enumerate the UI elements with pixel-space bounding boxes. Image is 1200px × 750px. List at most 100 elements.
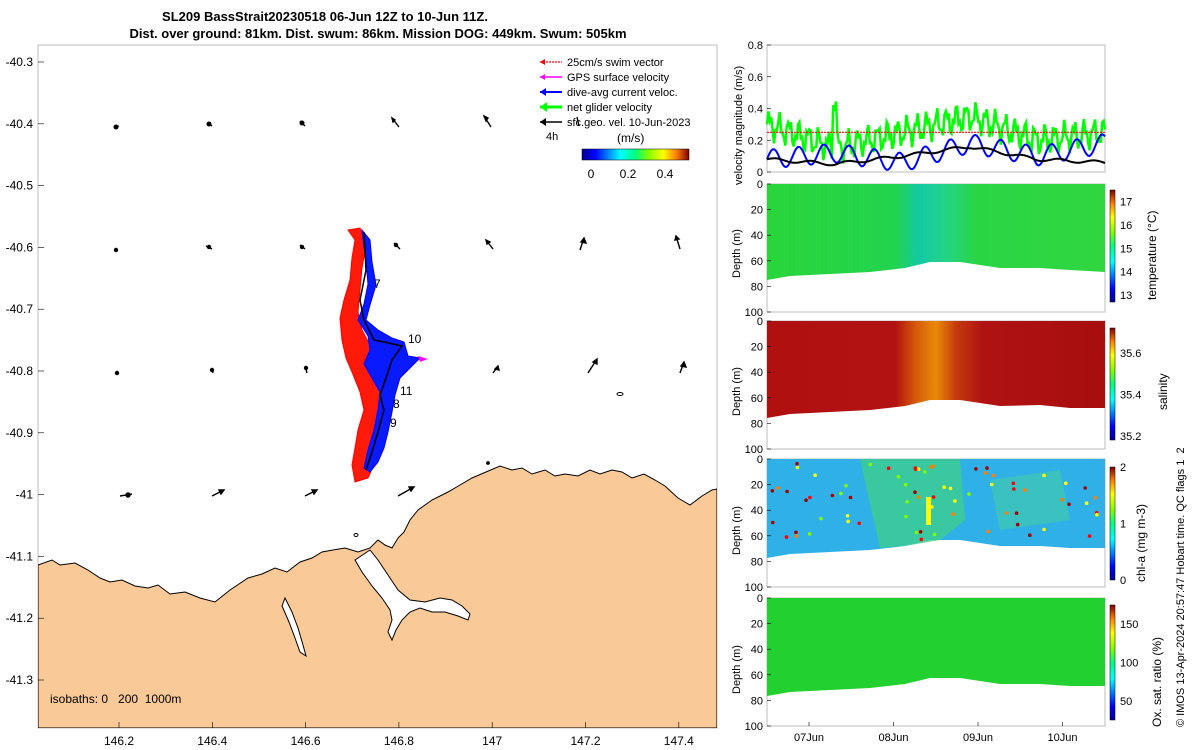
depth-tick-label: 20 xyxy=(751,342,763,354)
map-lon-ticks: 146.2 146.4 146.6 146.8 147 147.2 147.4 xyxy=(104,722,694,748)
map-panel[interactable]: -40.3 -40.4 -40.5 -40.6 -40.7 -40.8 -40.9 -41 -4… xyxy=(6,44,718,748)
cbar-tick-label: 16 xyxy=(1120,220,1132,232)
velocity-panel[interactable]: 0 0.2 0.4 0.6 0.8 velocity magnitude (m/s) xyxy=(733,40,1107,185)
chla-sample-dot xyxy=(913,466,918,470)
title-line-2: Dist. over ground: 81km. Dist. swum: 86k… xyxy=(129,26,626,41)
chla-sample-dot xyxy=(1023,488,1027,492)
vel-tick-label: 0 xyxy=(757,167,763,179)
chla-sample-dot xyxy=(886,466,891,471)
chla-sample-dot xyxy=(1004,511,1009,515)
chla-sample-dot xyxy=(1028,533,1032,537)
chla-sample-dot xyxy=(770,489,775,493)
cbar-tick-label: 35.4 xyxy=(1120,389,1141,401)
depth-tick-label: 60 xyxy=(751,393,763,405)
depth-tick-label: 20 xyxy=(751,480,763,492)
chla-sample-dot xyxy=(1011,481,1016,486)
chla-sample-dot xyxy=(830,493,835,498)
chla-sample-dot xyxy=(914,530,919,535)
chla-sample-dot xyxy=(794,530,798,535)
oxygen-field xyxy=(767,598,1105,696)
chla-sample-dot xyxy=(846,519,850,524)
depth-tick-label: 40 xyxy=(751,505,763,517)
depth-tick-label: 80 xyxy=(751,281,763,293)
chla-sample-dot xyxy=(985,466,989,470)
lat-tick-label: -41 xyxy=(16,488,34,502)
lon-tick-label: 146.8 xyxy=(384,734,414,748)
lat-tick-label: -40.7 xyxy=(6,302,34,316)
salinity-cbar-label: salinity xyxy=(1156,373,1170,410)
chla-cbar-label: chl-a (mg m-3) xyxy=(1134,504,1148,582)
chla-sample-dot xyxy=(989,482,994,487)
lat-tick-label: -40.9 xyxy=(6,426,34,440)
chla-sample-dot xyxy=(903,483,908,487)
legend-swim-vector: 25cm/s swim vector xyxy=(567,57,664,69)
interval-label: 4h xyxy=(546,131,558,143)
depth-tick-label: 60 xyxy=(751,256,763,268)
chla-sample-dot xyxy=(771,520,775,525)
chla-sample-dot xyxy=(1095,512,1099,517)
legend-gps-velocity: GPS surface velocity xyxy=(567,72,670,84)
depth-tick-label: 20 xyxy=(751,205,763,217)
vel-tick-label: 0.2 xyxy=(748,135,763,147)
lat-tick-label: -41.1 xyxy=(6,549,34,563)
salinity-panel[interactable]: Depth (m) salinity 0 20 40 60 80 100 35.2 35.4 3… xyxy=(731,316,1170,456)
chla-sample-dot xyxy=(1064,481,1068,486)
depth-tick-label: 60 xyxy=(751,531,763,543)
chla-sample-dot xyxy=(931,495,936,499)
oxygen-panel[interactable]: Depth (m) Ox. sat. ratio (%) 0 20 40 60 80 10… xyxy=(731,593,1164,733)
chla-sample-dot xyxy=(942,485,946,490)
footer-note: © IMOS 13-Apr-2024 20:57:47 Hobart time.… xyxy=(1175,447,1187,727)
depth-tick-label: 0 xyxy=(757,454,763,466)
cbar-tick-label: 35.2 xyxy=(1120,431,1141,443)
time-tick-label: 08Jun xyxy=(879,732,909,744)
cbar-tick-label: 13 xyxy=(1120,290,1132,302)
velocity-series-sfc-geo-vel- xyxy=(766,146,1106,167)
lon-tick-label: 146.6 xyxy=(291,734,321,748)
chla-sample-dot xyxy=(953,499,957,503)
chla-sample-dot xyxy=(844,483,848,488)
chla-sample-dot xyxy=(776,486,780,490)
chla-sample-dot xyxy=(904,514,908,519)
depth-tick-label: 100 xyxy=(745,582,763,594)
lat-tick-label: -40.4 xyxy=(6,117,34,131)
depth-tick-label: 80 xyxy=(751,556,763,568)
time-axis: 07Jun 08Jun 09Jun 10Jun xyxy=(794,722,1077,744)
track-label-7: 7 xyxy=(374,277,381,291)
chla-sample-dot xyxy=(896,474,901,479)
chla-sample-dot xyxy=(929,465,933,469)
lon-tick-label: 146.4 xyxy=(197,734,227,748)
depth-tick-label: 100 xyxy=(745,721,763,733)
speed-cbar-tick: 0.4 xyxy=(657,167,674,181)
lat-tick-label: -41.2 xyxy=(6,611,34,625)
map-legend: 25cm/s swim vector GPS surface velocity … xyxy=(540,57,691,181)
temperature-field xyxy=(767,184,1105,280)
chla-sample-dot xyxy=(848,495,853,500)
depth-tick-label: 20 xyxy=(751,619,763,631)
chla-sample-dot xyxy=(1087,534,1092,538)
oxygen-depth-label: Depth (m) xyxy=(731,645,743,694)
oxygen-cbar-label: Ox. sat. ratio (%) xyxy=(1150,637,1164,727)
glider-track xyxy=(339,227,428,483)
depth-tick-label: 40 xyxy=(751,644,763,656)
chla-sample-dot xyxy=(986,529,990,534)
lat-tick-label: -40.6 xyxy=(6,240,34,254)
chla-sample-dot xyxy=(1067,502,1071,507)
track-label-8: 8 xyxy=(393,397,400,411)
time-tick-label: 10Jun xyxy=(1048,732,1078,744)
chla-panel[interactable]: Depth (m) chl-a (mg m-3) 0 20 40 60 80 100 0 1 2 xyxy=(731,454,1148,594)
chla-sample-dot xyxy=(983,471,988,475)
cbar-tick-label: 50 xyxy=(1120,696,1132,708)
chla-sample-dot xyxy=(991,473,996,478)
temperature-panel[interactable]: Depth (m) temperature (°C) 0 20 40 60 80 100 1… xyxy=(731,179,1159,319)
chla-sample-dot xyxy=(845,514,850,518)
sfc-geo-vectors xyxy=(113,114,688,498)
legend-net-glider-velocity: net glider velocity xyxy=(567,102,652,114)
lat-tick-label: -40.8 xyxy=(6,364,34,378)
cbar-tick-label: 35.6 xyxy=(1120,348,1141,360)
depth-tick-label: 80 xyxy=(751,418,763,430)
chla-sample-dot xyxy=(1042,473,1046,478)
chla-sample-dot xyxy=(1084,501,1089,506)
depth-tick-label: 0 xyxy=(757,593,763,605)
isobaths-label: isobaths: 0 200 1000m xyxy=(50,692,181,706)
chla-sample-dot xyxy=(905,500,909,504)
